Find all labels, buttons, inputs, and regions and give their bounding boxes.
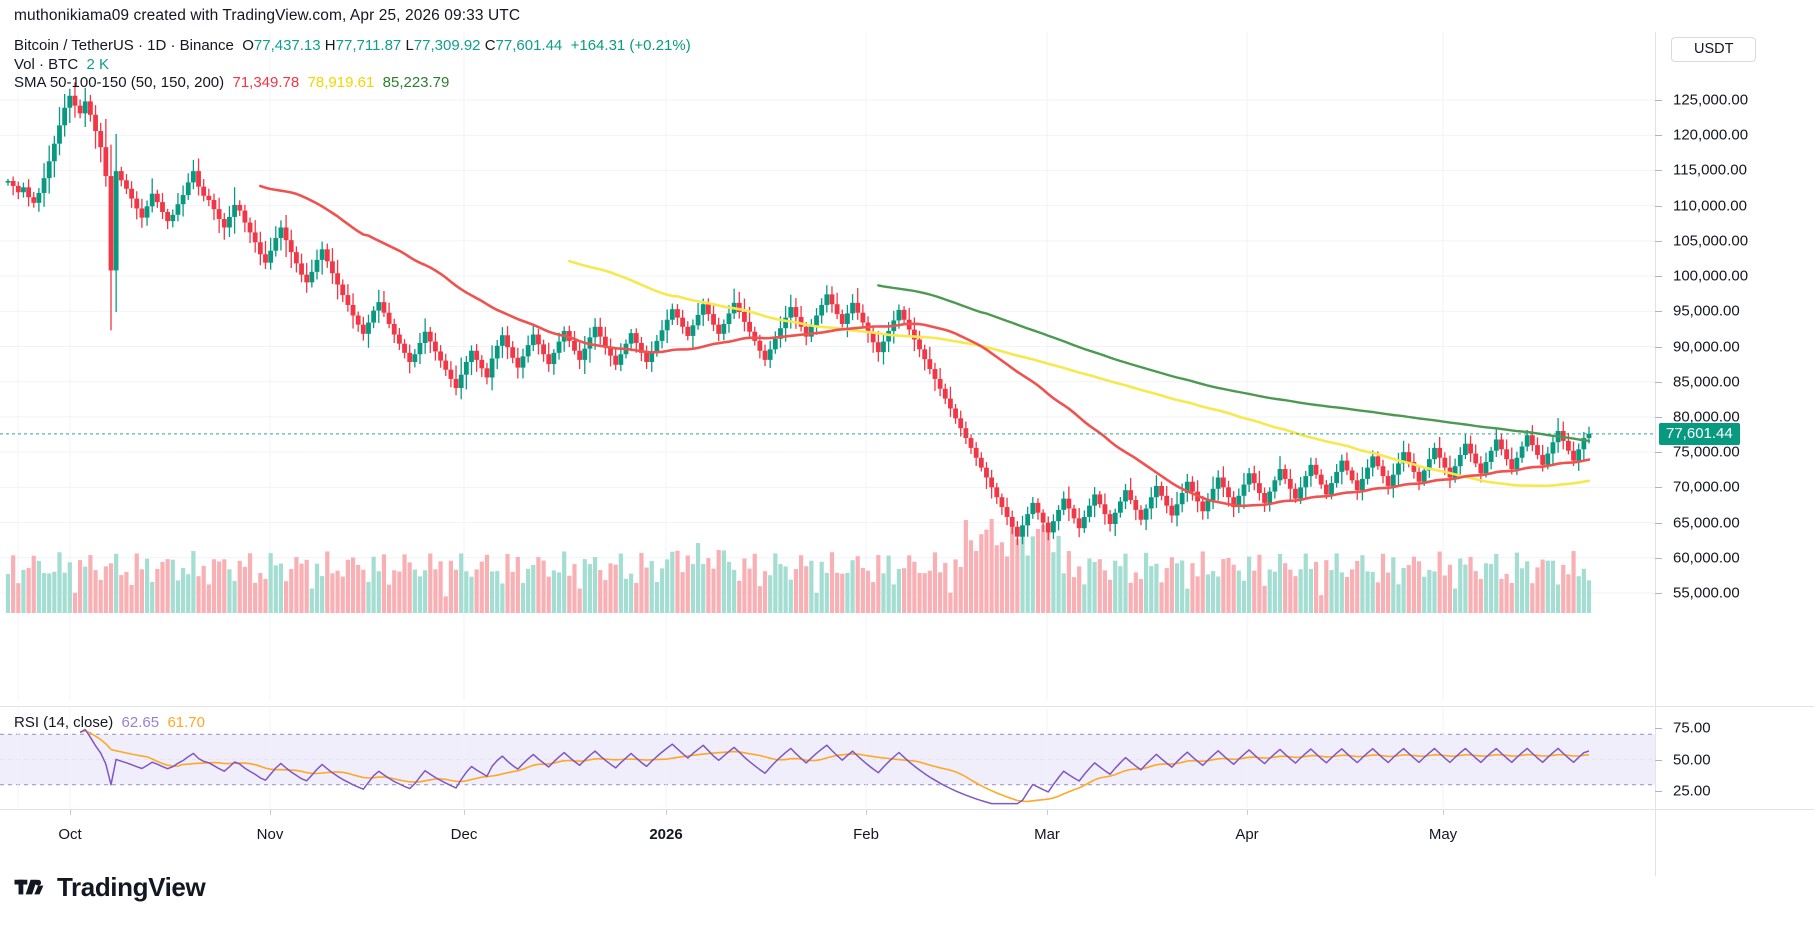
axis-divider <box>1655 32 1656 876</box>
price-axis-tick <box>1655 593 1662 594</box>
time-axis-label: Nov <box>256 826 284 843</box>
rsi-chart-canvas <box>0 708 1655 808</box>
rsi-pane[interactable] <box>0 708 1655 808</box>
time-axis[interactable]: Oct Nov Dec 2026 Feb Mar Apr May <box>0 809 1814 851</box>
current-price-badge[interactable]: 77,601.44 <box>1659 422 1740 445</box>
price-axis-label: 75,000.00 <box>1673 443 1740 461</box>
tradingview-wordmark: TradingView <box>57 872 206 902</box>
rsi-ma-legend-value: 61.70 <box>167 714 205 731</box>
time-axis-tick <box>70 810 71 815</box>
rsi-axis-label: 25.00 <box>1673 782 1711 800</box>
tradingview-footer[interactable]: TradingView <box>14 872 206 903</box>
price-axis-tick <box>1655 416 1662 418</box>
price-axis-tick <box>1655 381 1662 383</box>
rsi-axis-tick <box>1655 759 1662 761</box>
attribution-text: muthonikiama09 created with TradingView.… <box>14 7 521 24</box>
price-axis-tick <box>1655 487 1662 489</box>
time-axis-label: Dec <box>450 826 478 843</box>
price-axis-tick <box>1655 452 1662 454</box>
price-axis-tick <box>1655 170 1662 172</box>
time-axis-tick <box>270 810 271 815</box>
price-axis-tick <box>1655 346 1662 348</box>
price-axis-label: 65,000.00 <box>1673 514 1740 532</box>
tradingview-logo-icon <box>14 879 44 894</box>
time-axis-label: May <box>1428 826 1458 843</box>
time-axis-label: Feb <box>853 826 879 843</box>
price-axis-tick <box>1655 240 1662 242</box>
price-axis-label: 115,000.00 <box>1673 161 1747 179</box>
rsi-axis[interactable]: 75.00 50.00 25.00 <box>1655 708 1814 808</box>
time-axis-label: Apr <box>1235 826 1259 843</box>
price-axis-tick <box>1655 311 1662 313</box>
price-axis-tick <box>1655 100 1662 101</box>
rsi-legend: RSI (14, close) 62.65 61.70 <box>14 714 205 731</box>
price-axis-label: 80,000.00 <box>1673 408 1740 426</box>
price-axis-tick <box>1655 135 1662 137</box>
price-axis[interactable]: USDT 125,000.00 120,000.00 115,000.00 110,0… <box>1655 32 1814 708</box>
time-axis-tick <box>866 810 867 815</box>
price-axis-label: 125,000.00 <box>1673 91 1749 109</box>
price-axis-label: 85,000.00 <box>1673 373 1740 391</box>
rsi-legend-title[interactable]: RSI (14, close) <box>14 714 114 731</box>
rsi-axis-label: 50.00 <box>1673 751 1711 768</box>
time-axis-tick <box>464 810 465 815</box>
price-axis-label: 110,000.00 <box>1673 197 1747 215</box>
price-axis-tick <box>1655 205 1662 207</box>
rsi-axis-tick <box>1655 791 1662 792</box>
time-axis-tick <box>1047 810 1048 815</box>
price-pane[interactable] <box>0 32 1655 700</box>
currency-badge[interactable]: USDT <box>1671 37 1757 62</box>
price-axis-label: 95,000.00 <box>1673 302 1740 320</box>
pane-divider <box>0 706 1814 707</box>
price-axis-tick <box>1655 276 1662 278</box>
price-axis-label: 60,000.00 <box>1673 549 1740 567</box>
price-axis-label: 90,000.00 <box>1673 338 1740 355</box>
time-axis-label: Mar <box>1034 826 1060 843</box>
price-axis-label: 105,000.00 <box>1673 232 1749 250</box>
time-axis-tick <box>1247 810 1248 815</box>
price-axis-label: 120,000.00 <box>1673 126 1749 144</box>
time-axis-tick <box>1443 810 1444 815</box>
rsi-legend-value: 62.65 <box>121 714 160 731</box>
price-axis-label: 55,000.00 <box>1673 584 1740 602</box>
price-axis-label: 70,000.00 <box>1673 478 1740 496</box>
price-axis-label: 100,000.00 <box>1673 267 1749 285</box>
time-axis-label: 2026 <box>649 826 683 843</box>
time-axis-tick <box>666 810 667 815</box>
rsi-axis-tick <box>1655 728 1662 729</box>
price-axis-tick <box>1655 557 1662 559</box>
rsi-axis-label: 75.00 <box>1673 719 1711 737</box>
price-axis-tick <box>1655 522 1662 524</box>
time-axis-label: Oct <box>58 826 82 843</box>
price-chart-canvas <box>0 32 1655 700</box>
